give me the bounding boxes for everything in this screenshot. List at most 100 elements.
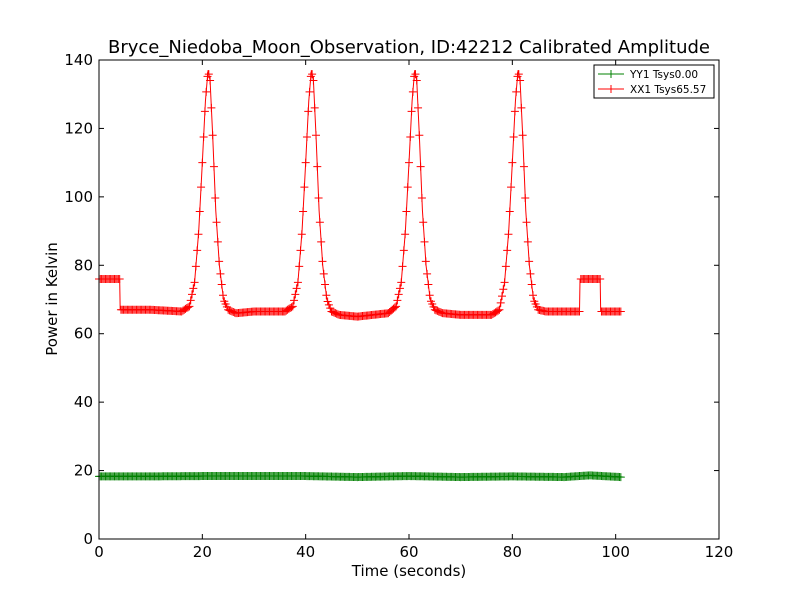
data-point-marker: [185, 302, 194, 311]
data-point-marker: [188, 290, 196, 299]
data-point-marker: [407, 107, 416, 116]
data-point-marker: [291, 290, 300, 299]
data-point-marker: [505, 207, 514, 216]
data-point-marker: [401, 230, 410, 239]
data-point-marker: [397, 278, 406, 287]
data-point-marker: [308, 70, 317, 79]
data-point-marker: [523, 237, 532, 246]
y-tick-label: 100: [64, 188, 93, 206]
y-tick-label: 60: [74, 325, 93, 343]
data-point-marker: [416, 162, 425, 171]
plot-frame: [98, 59, 720, 540]
data-point-marker: [394, 290, 403, 299]
data-point-marker: [518, 131, 527, 140]
data-point-marker: [309, 76, 318, 85]
data-point-marker: [393, 296, 402, 305]
data-point-marker: [529, 291, 537, 300]
data-point-marker: [526, 269, 535, 278]
data-point-marker: [206, 76, 215, 85]
data-point-marker: [297, 230, 306, 239]
data-point-marker: [292, 284, 301, 293]
y-tick-label: 140: [64, 51, 93, 69]
data-point-marker: [500, 278, 509, 287]
data-point-marker: [424, 280, 433, 289]
data-point-marker: [304, 107, 313, 116]
data-point-marker: [616, 307, 625, 316]
x-tick-label: 120: [705, 543, 734, 561]
data-point-marker: [514, 70, 523, 79]
data-point-marker: [499, 285, 508, 294]
data-point-marker: [398, 262, 407, 271]
data-point-marker: [519, 162, 528, 171]
data-point-marker: [215, 257, 224, 266]
data-point-marker: [216, 269, 225, 278]
data-point-marker: [199, 132, 208, 141]
data-point-marker: [508, 158, 517, 167]
data-point-marker: [421, 257, 430, 266]
data-point-marker: [496, 298, 505, 307]
data-point-marker: [390, 303, 399, 312]
data-point-marker: [293, 278, 302, 287]
data-point-marker: [319, 269, 328, 278]
data-point-marker: [501, 262, 510, 271]
series-markers: [95, 70, 625, 321]
x-tick-label: 0: [94, 543, 104, 561]
data-point-marker: [420, 237, 429, 246]
data-point-marker: [191, 262, 200, 271]
data-point-marker: [323, 297, 332, 306]
data-point-marker: [321, 280, 330, 289]
data-point-marker: [596, 274, 605, 283]
data-point-marker: [295, 262, 304, 271]
series-1: [95, 70, 625, 321]
data-point-marker: [527, 280, 536, 289]
data-point-marker: [395, 284, 404, 293]
data-point-marker: [510, 107, 519, 116]
series-0: [95, 471, 625, 482]
data-point-marker: [200, 107, 209, 116]
legend-entry-yy1: YY1 Tsys0.00: [598, 69, 698, 81]
data-point-marker: [290, 296, 299, 305]
data-point-marker: [516, 76, 525, 85]
series-markers: [95, 471, 625, 482]
data-point-marker: [288, 302, 297, 311]
data-point-marker: [193, 246, 202, 255]
data-point-marker: [402, 207, 411, 216]
data-point-marker: [414, 103, 423, 112]
data-point-marker: [301, 158, 310, 167]
x-axis-label: Time (seconds): [351, 562, 467, 580]
data-point-marker: [287, 303, 296, 312]
legend-label-xx1: XX1 Tsys65.57: [630, 84, 706, 96]
data-point-marker: [305, 87, 314, 96]
data-point-marker: [495, 305, 504, 314]
chart-title: Bryce_Niedoba_Moon_Observation, ID:42212…: [108, 37, 710, 58]
x-tick-label: 20: [193, 543, 212, 561]
x-tick-label: 40: [296, 543, 315, 561]
data-point-marker: [219, 291, 227, 300]
data-point-marker: [522, 218, 531, 227]
data-point-marker: [296, 246, 305, 255]
data-point-marker: [494, 306, 503, 315]
data-point-marker: [512, 87, 521, 96]
data-point-marker: [322, 291, 331, 300]
legend-marker-yy1: [607, 70, 615, 78]
data-point-marker: [195, 207, 204, 216]
data-point-marker: [211, 193, 220, 202]
data-point-marker: [324, 300, 333, 309]
data-point-marker: [302, 132, 311, 141]
data-point-marker: [197, 183, 206, 192]
data-point-marker: [189, 284, 198, 293]
data-point-marker: [202, 87, 211, 96]
y-axis-label: Power in Kelvin: [43, 242, 61, 356]
data-point-marker: [517, 103, 526, 112]
data-point-marker: [504, 230, 513, 239]
data-point-marker: [419, 218, 428, 227]
y-tick-label: 20: [74, 462, 93, 480]
data-point-marker: [403, 183, 412, 192]
legend-marker-xx1: [607, 85, 615, 93]
data-point-marker: [411, 70, 420, 79]
data-point-marker: [412, 76, 421, 85]
ticks-layer: 0 20 40 60 80 100 120 0 20 40 60 80 100 120 140: [64, 51, 733, 561]
data-point-marker: [213, 237, 222, 246]
data-point-marker: [299, 207, 308, 216]
